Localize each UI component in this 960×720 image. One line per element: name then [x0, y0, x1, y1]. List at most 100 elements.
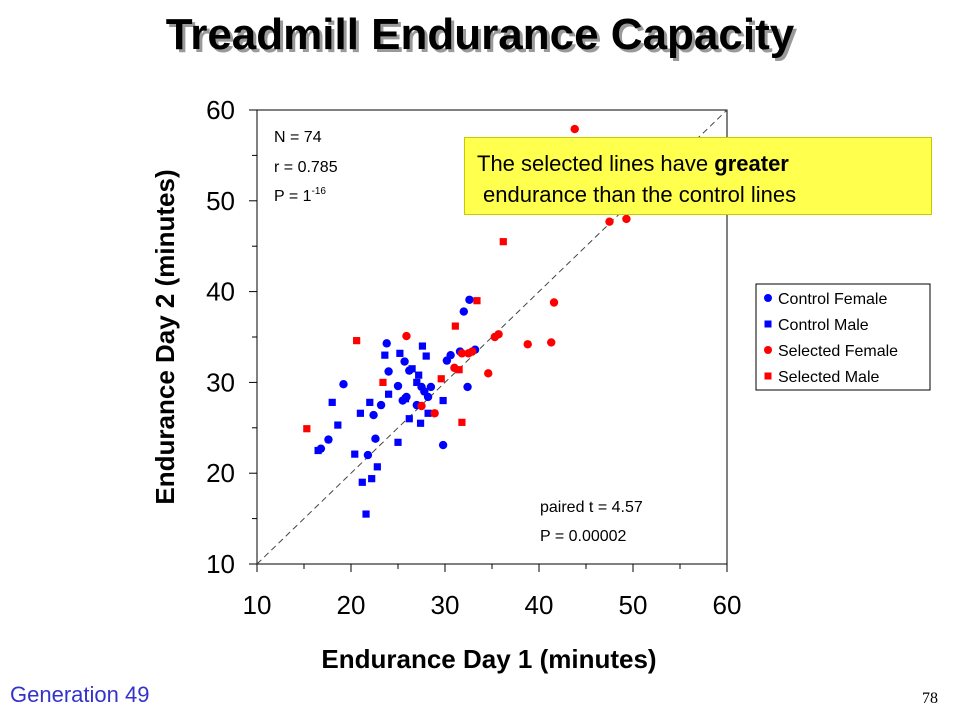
- data-point: [465, 295, 474, 304]
- data-point: [473, 297, 481, 305]
- data-point: [455, 366, 463, 374]
- legend-label: Control Male: [778, 317, 869, 334]
- stat-p: P = 1-16: [274, 186, 326, 205]
- data-point: [438, 440, 448, 450]
- stat-p-base: P = 1: [274, 188, 312, 205]
- data-point: [457, 349, 467, 358]
- data-point: [547, 338, 556, 347]
- data-point: [549, 298, 559, 307]
- x-tick-label: 20: [337, 590, 366, 620]
- data-point: [437, 375, 445, 383]
- data-point: [417, 401, 426, 411]
- data-point: [458, 418, 466, 426]
- data-point: [314, 446, 322, 455]
- axes: 10 20 30 40 50 60 10 20 30 40 50 60: [206, 95, 741, 620]
- data-point: [369, 410, 378, 420]
- data-point: [303, 425, 311, 433]
- data-point: [402, 331, 411, 341]
- data-point: [363, 450, 373, 460]
- data-point: [423, 392, 433, 402]
- legend-marker: [764, 346, 772, 354]
- data-point: [400, 357, 409, 366]
- legend-box: [755, 283, 931, 391]
- slide-title: Treadmill Endurance Capacity: [165, 10, 795, 59]
- data-point: [384, 367, 393, 376]
- callout-emphasis: greater: [714, 151, 789, 176]
- data-point: [422, 352, 430, 360]
- data-point: [371, 434, 380, 443]
- data-point: [484, 369, 493, 378]
- data-point: [334, 421, 342, 429]
- data-point: [459, 307, 468, 316]
- legend-marker: [764, 320, 772, 328]
- y-axis-label: Endurance Day 2 (minutes): [150, 169, 180, 504]
- legend: Control Female Control Male Selected Femal…: [755, 283, 931, 391]
- x-axis-label: Endurance Day 1 (minutes): [321, 644, 656, 674]
- callout-line-1: The selected lines have greater: [477, 148, 931, 179]
- callout-box: The selected lines have greater enduranc…: [464, 137, 932, 215]
- data-point: [439, 396, 447, 405]
- data-point: [446, 350, 455, 360]
- data-point: [415, 371, 423, 379]
- data-point: [353, 337, 361, 345]
- stat-t: paired t = 4.57: [540, 499, 643, 516]
- legend-label: Selected Male: [778, 369, 879, 386]
- legend-label: Selected Female: [778, 343, 898, 360]
- data-point: [396, 349, 404, 357]
- data-point: [499, 238, 507, 246]
- data-point: [366, 398, 374, 406]
- page-number: 78: [922, 690, 938, 707]
- data-point: [426, 382, 436, 392]
- stats-bottom: paired t = 4.57 P = 0.00002: [540, 499, 643, 545]
- data-point: [523, 340, 532, 349]
- stat-p-exponent: -16: [312, 186, 327, 197]
- data-point: [451, 322, 459, 330]
- data-point: [393, 381, 403, 391]
- data-point: [605, 217, 614, 226]
- data-point: [356, 409, 364, 417]
- y-tick-label: 20: [206, 458, 235, 488]
- data-point: [328, 398, 336, 406]
- data-point: [622, 214, 631, 224]
- data-point: [379, 378, 387, 386]
- data-point: [382, 339, 391, 348]
- legend-label: Control Female: [778, 291, 887, 308]
- data-point: [339, 380, 348, 389]
- data-point: [413, 378, 421, 386]
- data-point: [351, 450, 359, 458]
- data-point: [401, 395, 410, 403]
- data-point: [468, 347, 477, 356]
- generation-label: Generation 49: [10, 682, 150, 707]
- x-tick-label: 50: [619, 590, 648, 620]
- data-point: [408, 365, 416, 373]
- data-point: [430, 409, 439, 418]
- callout-text: The selected lines have: [477, 151, 715, 176]
- data-point: [324, 435, 333, 444]
- data-points: [303, 124, 631, 518]
- data-point: [416, 419, 425, 427]
- data-point: [358, 478, 366, 486]
- data-point: [405, 415, 413, 423]
- data-point: [418, 342, 427, 350]
- data-point: [463, 382, 472, 392]
- x-tick-label: 10: [243, 590, 272, 620]
- data-point: [362, 510, 370, 518]
- data-point: [381, 351, 389, 359]
- data-point: [373, 463, 381, 471]
- data-point: [570, 124, 579, 134]
- data-point: [376, 400, 386, 410]
- legend-marker: [764, 294, 772, 302]
- x-tick-label: 60: [713, 590, 742, 620]
- stat-p-paired: P = 0.00002: [540, 528, 627, 545]
- data-point: [494, 330, 503, 339]
- data-point: [394, 438, 402, 446]
- data-point: [424, 409, 432, 417]
- y-tick-label: 50: [206, 186, 235, 216]
- y-tick-label: 10: [206, 549, 235, 579]
- legend-marker: [764, 372, 772, 380]
- data-point: [385, 390, 393, 398]
- data-point: [368, 475, 376, 483]
- y-tick-label: 30: [206, 367, 235, 397]
- stat-r: r = 0.785: [274, 159, 338, 176]
- callout-line-2: endurance than the control lines: [483, 182, 797, 207]
